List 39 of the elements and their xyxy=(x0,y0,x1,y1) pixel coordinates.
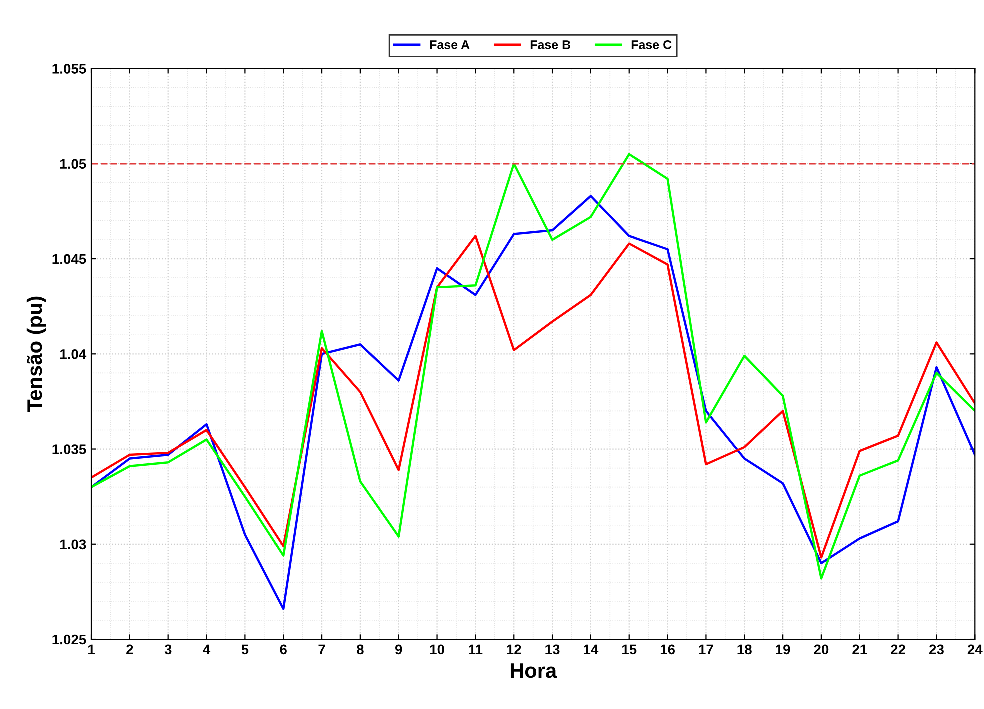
legend-label: Fase B xyxy=(530,40,571,50)
x-tick-label: 12 xyxy=(507,644,522,654)
x-tick-label: 19 xyxy=(776,644,790,655)
x-tick-label: 5 xyxy=(242,644,249,655)
y-tick-label: 1.03 xyxy=(60,540,86,550)
x-tick-label: 9 xyxy=(395,644,402,655)
x-tick-label: 14 xyxy=(584,644,599,654)
x-tick-label: 24 xyxy=(968,644,983,654)
x-tick-label: 16 xyxy=(660,644,676,655)
x-tick-label: 1 xyxy=(88,644,95,654)
legend-label: Fase C xyxy=(632,40,672,50)
y-tick-label: 1.055 xyxy=(52,64,86,74)
y-tick-label: 1.04 xyxy=(60,349,87,360)
line-series xyxy=(92,153,976,580)
y-tick-label: 1.025 xyxy=(52,634,86,645)
x-tick-label: 21 xyxy=(852,644,868,654)
x-tick-label: 4 xyxy=(203,644,211,654)
legend-label: Fase A xyxy=(430,40,470,50)
x-tick-label: 17 xyxy=(699,644,714,654)
x-tick-label: 10 xyxy=(430,644,444,655)
y-axis-title: Tensão (pu) xyxy=(26,296,46,412)
x-tick-label: 8 xyxy=(357,644,364,655)
x-tick-label: 22 xyxy=(891,644,906,654)
x-tick-label: 3 xyxy=(164,644,172,655)
x-tick-label: 6 xyxy=(280,644,287,655)
line-series xyxy=(92,235,976,559)
x-tick-label: 11 xyxy=(469,644,483,654)
x-tick-label: 2 xyxy=(126,644,134,654)
x-tick-label: 13 xyxy=(546,644,560,655)
y-tick-label: 1.05 xyxy=(60,159,86,170)
x-axis-title: Hora xyxy=(510,664,558,678)
x-tick-label: 18 xyxy=(738,644,752,655)
y-tick-label: 1.035 xyxy=(52,444,86,454)
x-tick-label: 15 xyxy=(622,644,637,655)
x-tick-label: 23 xyxy=(929,644,944,655)
y-tick-label: 1.045 xyxy=(52,254,86,264)
x-tick-label: 7 xyxy=(318,644,326,654)
x-tick-label: 20 xyxy=(814,644,829,655)
line-series xyxy=(92,195,976,610)
